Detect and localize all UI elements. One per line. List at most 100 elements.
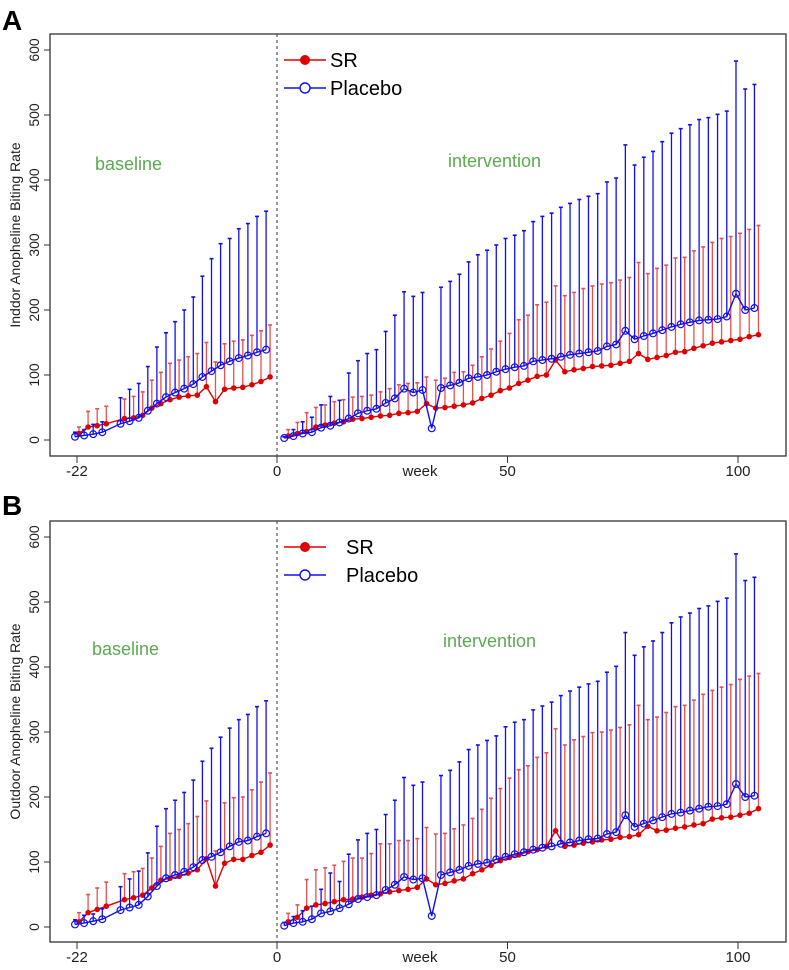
data-point	[741, 792, 750, 801]
data-point	[630, 822, 639, 831]
data-point	[267, 374, 273, 380]
data-point	[617, 834, 623, 841]
y-tick-label: 200	[26, 298, 42, 322]
data-point	[243, 351, 252, 360]
data-point	[602, 830, 611, 839]
data-point	[713, 802, 722, 811]
data-point	[89, 430, 98, 439]
data-point	[189, 380, 198, 389]
data-point	[469, 400, 476, 406]
x-tick-label: 0	[273, 463, 281, 480]
data-point	[639, 332, 648, 341]
data-point	[612, 828, 621, 837]
data-point	[455, 865, 464, 874]
data-point	[506, 385, 513, 391]
data-point	[510, 850, 519, 859]
data-point	[267, 842, 273, 848]
data-point	[525, 377, 531, 384]
data-point	[731, 289, 740, 298]
y-tick-label: 500	[26, 590, 42, 614]
data-point	[240, 856, 246, 863]
data-point	[414, 884, 421, 891]
data-point	[253, 832, 262, 841]
data-point	[377, 413, 384, 419]
data-point	[566, 350, 575, 359]
data-point	[225, 357, 234, 366]
data-point	[409, 388, 418, 397]
data-point	[198, 372, 207, 381]
data-point	[258, 849, 264, 856]
data-point	[85, 424, 91, 430]
data-point	[363, 893, 372, 902]
data-point	[713, 315, 722, 324]
data-point	[121, 896, 128, 903]
data-point	[727, 337, 734, 344]
data-point	[667, 322, 676, 331]
data-point	[672, 825, 679, 831]
y-axis-label: Outdoor Anopheline Biting Rate	[7, 623, 23, 819]
data-point	[381, 885, 390, 894]
data-point	[676, 320, 685, 329]
data-point	[418, 874, 427, 883]
data-point	[593, 834, 602, 843]
data-point	[418, 385, 427, 394]
data-point	[446, 381, 455, 390]
data-point	[125, 417, 134, 426]
data-point	[737, 812, 743, 818]
data-point	[746, 810, 753, 817]
data-point	[313, 902, 319, 908]
data-point	[427, 424, 436, 433]
data-point	[216, 361, 225, 370]
data-point	[700, 820, 706, 827]
data-point	[575, 836, 584, 845]
data-point	[326, 907, 335, 916]
data-point	[125, 903, 134, 912]
data-point	[718, 815, 725, 821]
data-point	[608, 836, 614, 843]
data-point	[363, 406, 372, 415]
data-point	[194, 392, 201, 398]
data-point	[473, 372, 482, 381]
data-point	[626, 358, 633, 365]
panel-label: A	[2, 5, 22, 36]
data-point	[152, 399, 161, 408]
data-point	[543, 372, 550, 378]
x-tick-label: -22	[66, 949, 88, 966]
data-point	[700, 342, 706, 349]
legend-marker-placebo	[299, 569, 311, 581]
x-axis-label: week	[401, 463, 438, 480]
data-point	[436, 870, 445, 879]
data-point	[400, 384, 409, 393]
data-point	[359, 415, 365, 422]
data-point	[446, 868, 455, 877]
data-point	[451, 878, 457, 884]
data-point	[469, 870, 476, 877]
data-point	[654, 354, 660, 361]
data-point	[571, 367, 577, 373]
data-point	[414, 408, 421, 415]
data-point	[755, 331, 762, 338]
data-point	[695, 804, 704, 813]
data-point	[691, 345, 697, 352]
y-tick-label: 300	[26, 720, 42, 744]
data-point	[98, 915, 107, 924]
data-point	[230, 856, 237, 863]
data-point	[704, 802, 713, 811]
data-point	[212, 398, 219, 405]
data-point	[405, 409, 411, 416]
data-point	[755, 805, 762, 812]
y-tick-label: 500	[26, 103, 42, 127]
data-point	[589, 363, 596, 370]
data-point	[322, 900, 328, 907]
data-point	[240, 384, 246, 391]
data-point	[722, 312, 731, 321]
data-point	[289, 432, 298, 441]
data-point	[649, 329, 658, 338]
x-tick-label: 50	[499, 949, 516, 966]
data-point	[571, 842, 577, 848]
data-point	[427, 911, 436, 920]
data-point	[562, 843, 568, 850]
data-point	[432, 881, 439, 888]
baseline-annotation: baseline	[92, 639, 159, 659]
series-line-intervention	[288, 334, 759, 437]
